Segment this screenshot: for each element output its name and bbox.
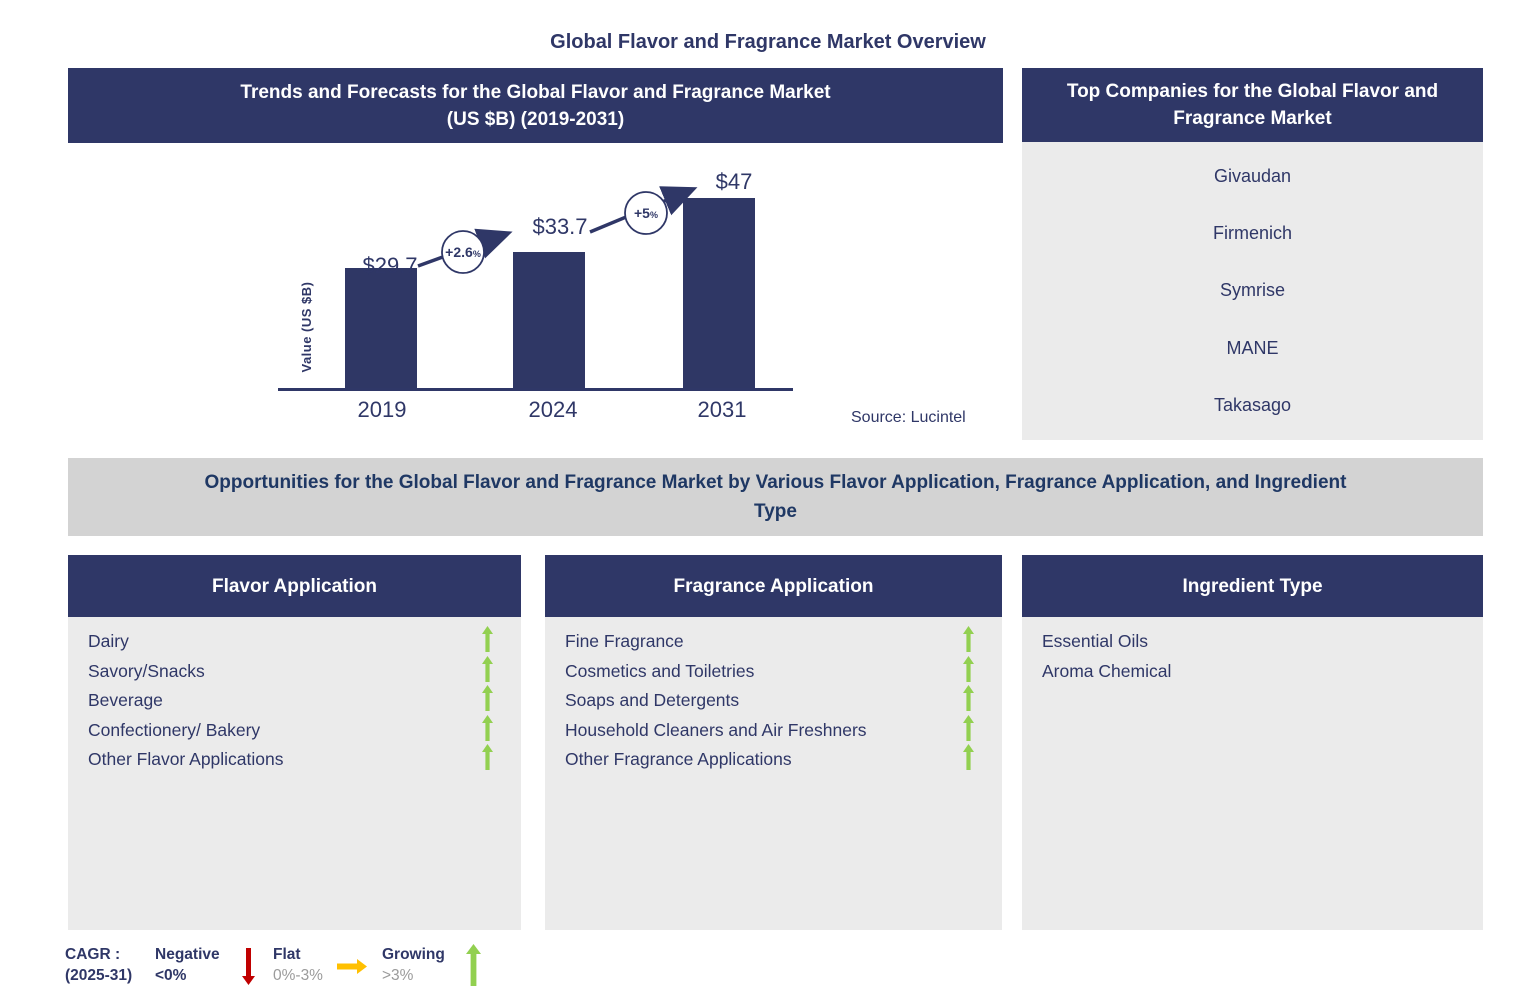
legend-growing-label: Growing (382, 946, 445, 963)
item-label: Fine Fragrance (565, 631, 684, 652)
company-name: Firmenich (1212, 223, 1292, 244)
bar-value-label: $33.7 (532, 214, 588, 239)
legend-negative: Negative <0% (155, 944, 220, 986)
ingredient-type-panel: Ingredient Type Essential Oils Aroma Che… (1022, 555, 1483, 930)
trends-header-line1: Trends and Forecasts for the Global Flav… (240, 81, 831, 103)
trend-up-icon (482, 685, 493, 716)
y-axis-label: Value (US $B) (299, 281, 314, 373)
legend-growing: Growing >3% (382, 944, 445, 986)
flavor-application-panel: Flavor Application Dairy Savory/Snacks B… (68, 555, 521, 930)
flavor-items-list: Dairy Savory/Snacks Beverage Confectione… (68, 617, 521, 930)
list-item: Other Fragrance Applications (545, 744, 1002, 775)
trend-up-icon (482, 714, 493, 746)
growth-label-2: +5% (634, 205, 658, 221)
opportunities-band-text: Opportunities for the Global Flavor and … (204, 472, 1347, 522)
bar-2019 (345, 268, 417, 388)
percent-sign: % (649, 210, 658, 220)
legend-negative-label: Negative (155, 946, 220, 963)
x-tick-label: 2024 (528, 397, 578, 422)
cagr-legend-title: CAGR : (2025-31) (65, 944, 132, 986)
growth-label-1: +2.6% (445, 244, 481, 260)
growth-value: +2.6 (445, 244, 473, 260)
flavor-panel-header: Flavor Application (68, 555, 521, 617)
page-title: Global Flavor and Fragrance Market Overv… (550, 31, 986, 53)
trend-up-icon (482, 626, 493, 657)
item-label: Essential Oils (1042, 631, 1149, 652)
top-companies-panel: Top Companies for the Global Flavor and … (1022, 68, 1483, 440)
cagr-label: CAGR : (65, 946, 121, 963)
x-tick-label: 2031 (697, 397, 747, 422)
trend-up-icon (963, 714, 974, 746)
trend-up-icon (963, 655, 974, 687)
companies-list: Givaudan Firmenich Symrise MANE Takasago (1022, 142, 1483, 440)
item-label: Cosmetics and Toiletries (565, 660, 755, 681)
negative-down-arrow-icon (242, 948, 255, 990)
ingredient-items-list: Essential Oils Aroma Chemical (1022, 617, 1483, 930)
list-item: Confectionery/ Bakery (68, 714, 521, 746)
fragrance-application-panel: Fragrance Application Fine Fragrance Cos… (545, 555, 1002, 930)
trends-panel-header: Trends and Forecasts for the Global Flav… (68, 68, 1003, 143)
percent-sign: % (472, 249, 481, 259)
list-item: Beverage (68, 685, 521, 716)
trends-forecasts-panel: Trends and Forecasts for the Global Flav… (68, 68, 1003, 445)
flat-right-arrow-icon (337, 959, 367, 979)
trend-up-icon (963, 685, 974, 716)
item-label: Aroma Chemical (1042, 660, 1172, 681)
list-item: Other Flavor Applications (68, 744, 521, 775)
bar-2024 (513, 252, 585, 388)
trend-up-icon (482, 655, 493, 687)
item-label: Savory/Snacks (88, 660, 205, 681)
list-item: Essential Oils (1022, 627, 1483, 657)
company-name: Givaudan (1213, 166, 1292, 187)
item-label: Beverage (88, 690, 163, 711)
item-label: Household Cleaners and Air Freshners (565, 719, 867, 740)
company-name: Symrise (1219, 280, 1285, 301)
bar-value-label: $47 (715, 169, 753, 194)
trend-up-icon (482, 744, 493, 775)
x-tick-label: 2019 (357, 397, 407, 422)
item-label: Soaps and Detergents (565, 690, 740, 711)
list-item: Dairy (68, 626, 521, 657)
list-item: Household Cleaners and Air Freshners (545, 714, 1002, 746)
item-label: Other Flavor Applications (88, 749, 284, 770)
ingredient-panel-header: Ingredient Type (1022, 555, 1483, 617)
list-item: Soaps and Detergents (545, 685, 1002, 716)
cagr-period: (2025-31) (65, 967, 133, 984)
bar-chart: Value (US $B) +2.6% +5% $29.7 $33.7 $47 … (68, 143, 1003, 445)
companies-panel-header: Top Companies for the Global Flavor and … (1022, 68, 1483, 142)
item-label: Other Fragrance Applications (565, 749, 792, 770)
growing-up-arrow-icon (466, 944, 481, 991)
source-note: Source: Lucintel (851, 409, 966, 426)
legend-flat: Flat 0%-3% (273, 944, 323, 986)
legend-negative-range: <0% (155, 967, 187, 984)
x-axis-line (278, 388, 793, 391)
fragrance-panel-header: Fragrance Application (545, 555, 1002, 617)
bar-value-label: $29.7 (362, 253, 418, 278)
growth-value: +5 (634, 205, 650, 221)
trend-up-icon (963, 626, 974, 657)
item-label: Dairy (88, 631, 129, 652)
company-name: Takasago (1213, 394, 1292, 415)
trend-up-icon (963, 744, 974, 775)
legend-growing-range: >3% (382, 967, 414, 984)
fragrance-items-list: Fine Fragrance Cosmetics and Toiletries … (545, 617, 1002, 930)
legend-flat-range: 0%-3% (273, 967, 323, 984)
list-item: Fine Fragrance (545, 626, 1002, 657)
bar-2031 (683, 198, 755, 388)
company-name: MANE (1226, 337, 1279, 358)
list-item: Savory/Snacks (68, 655, 521, 687)
item-label: Confectionery/ Bakery (88, 719, 261, 740)
list-item: Cosmetics and Toiletries (545, 655, 1002, 687)
opportunities-band: Opportunities for the Global Flavor and … (68, 458, 1483, 536)
list-item: Aroma Chemical (1022, 657, 1483, 687)
trends-header-line2: (US $B) (2019-2031) (446, 108, 625, 130)
legend-flat-label: Flat (273, 946, 301, 963)
